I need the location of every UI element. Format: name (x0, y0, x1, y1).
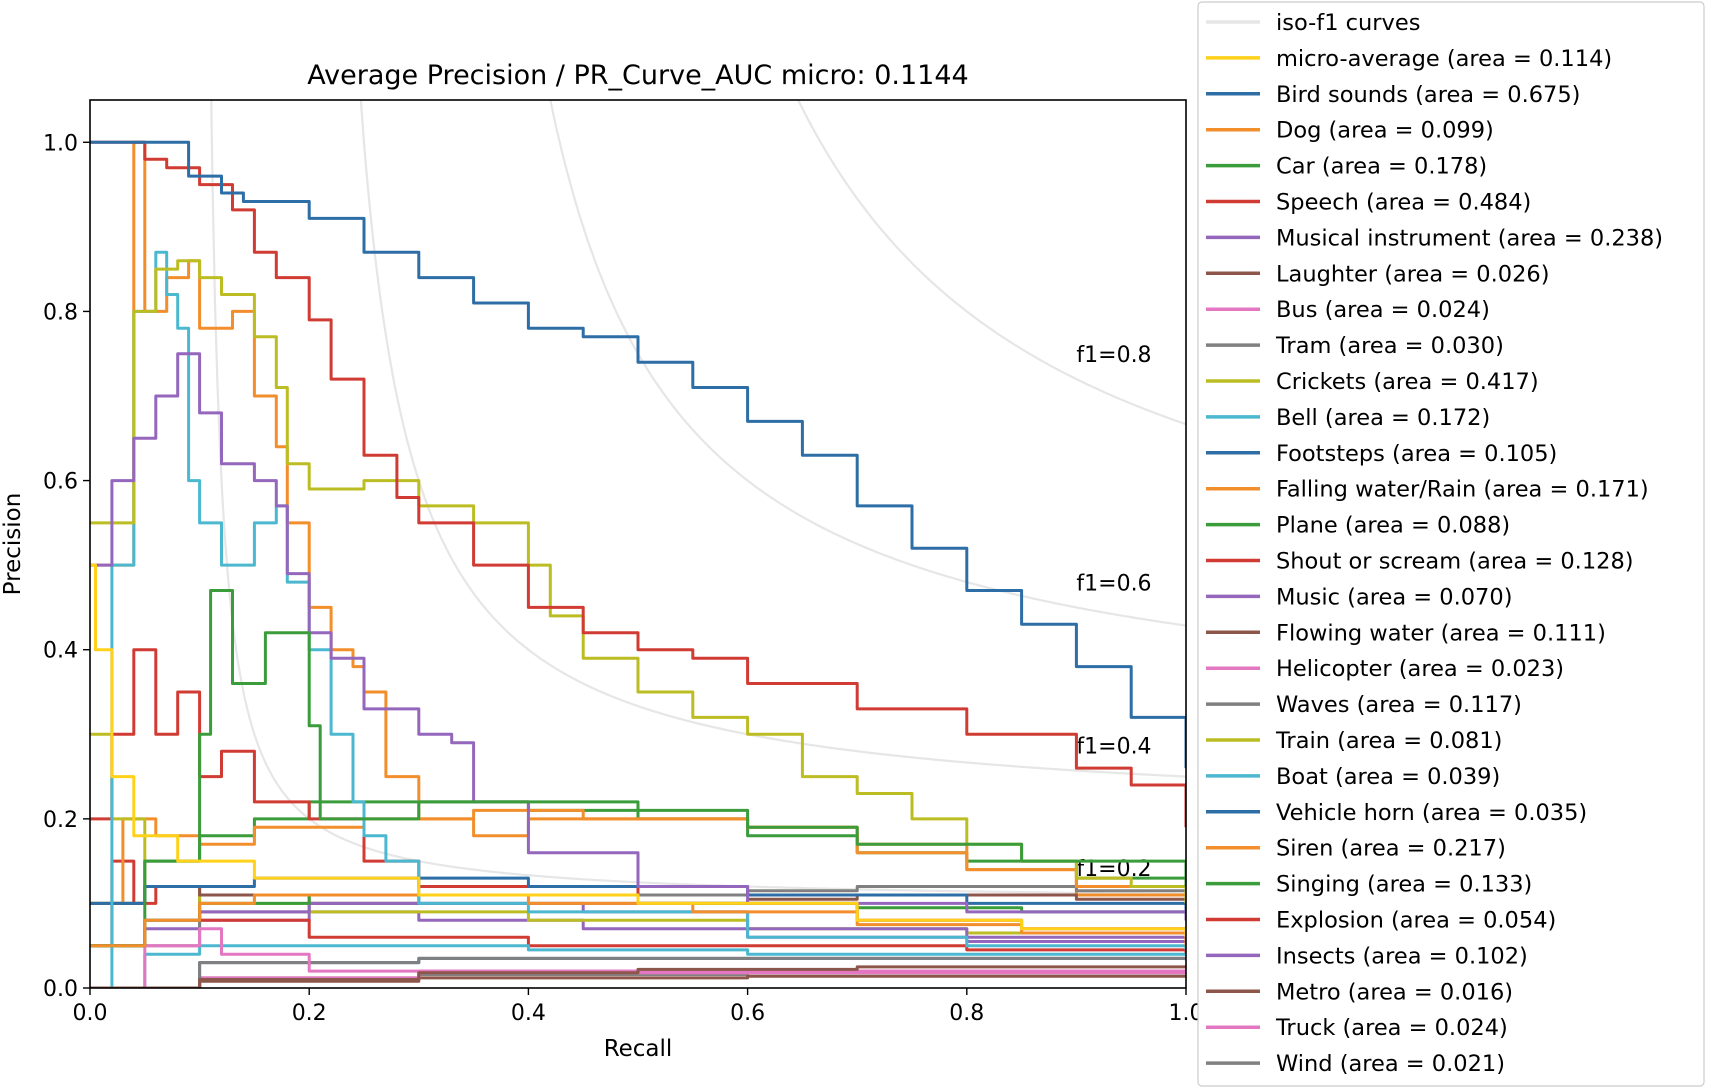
legend-label: Laughter (area = 0.026) (1276, 261, 1550, 287)
legend-label: Explosion (area = 0.054) (1276, 908, 1556, 934)
legend-items: iso-f1 curves micro-average (area = 0.114… (1206, 10, 1663, 1077)
legend-label: Waves (area = 0.117) (1276, 692, 1522, 718)
legend-label: Helicopter (area = 0.023) (1276, 656, 1564, 682)
legend-label: Flowing water (area = 0.111) (1276, 620, 1606, 646)
legend-label: Crickets (area = 0.417) (1276, 369, 1539, 395)
series-line (90, 140, 1186, 828)
legend-label: Insects (area = 0.102) (1276, 943, 1528, 969)
iso-f1-curve (359, 100, 1186, 778)
pr-series (90, 140, 1186, 988)
y-tick-label: 0.4 (43, 639, 78, 664)
series-line (90, 589, 1186, 948)
iso-f1-label: f1=0.8 (1076, 343, 1151, 368)
legend-label: Tram (area = 0.030) (1275, 333, 1504, 359)
series-line (90, 563, 1186, 938)
y-axis-ticks: 0.0 0.2 0.4 0.6 0.8 1.0 (43, 131, 90, 1002)
legend-label: Bus (area = 0.024) (1276, 297, 1490, 323)
legend-label: Metro (area = 0.016) (1276, 979, 1513, 1005)
iso-f1-labels: f1=0.2f1=0.4f1=0.6f1=0.8 (1076, 343, 1151, 882)
x-tick-label: 0.8 (949, 1001, 984, 1026)
legend-label: Boat (area = 0.039) (1276, 764, 1500, 790)
x-axis-ticks: 0.0 0.2 0.4 0.6 0.8 1.0 (73, 988, 1204, 1026)
x-tick-label: 0.2 (292, 1001, 327, 1026)
legend-label: Vehicle horn (area = 0.035) (1276, 800, 1587, 826)
legend-label: Truck (area = 0.024) (1275, 1015, 1508, 1041)
legend-label: Train (area = 0.081) (1275, 728, 1502, 754)
series-line (90, 965, 1186, 988)
legend-label: Dog (area = 0.099) (1276, 118, 1494, 144)
legend-label: Bell (area = 0.172) (1276, 405, 1490, 431)
y-tick-label: 0.8 (43, 300, 78, 325)
series-line (90, 259, 1186, 904)
legend-label: Shout or scream (area = 0.128) (1276, 549, 1634, 575)
x-tick-label: 0.0 (73, 1001, 108, 1026)
iso-f1-curve (210, 100, 1186, 896)
chart-title: Average Precision / PR_Curve_AUC micro: … (307, 60, 968, 91)
legend-label: Bird sounds (area = 0.675) (1276, 82, 1580, 108)
legend-label: Car (area = 0.178) (1276, 154, 1487, 180)
legend: iso-f1 curves micro-average (area = 0.114… (1197, 1, 1705, 1087)
iso-f1-curves (210, 100, 1186, 896)
legend-label: Wind (area = 0.021) (1276, 1051, 1505, 1077)
legend-label: Musical instrument (area = 0.238) (1276, 225, 1663, 251)
x-tick-label: 0.4 (511, 1001, 546, 1026)
legend-label: Music (area = 0.070) (1276, 584, 1512, 610)
legend-label: iso-f1 curves (1276, 10, 1420, 36)
plot-frame (89, 99, 1187, 989)
y-axis-label: Precision (0, 493, 26, 596)
iso-f1-label: f1=0.4 (1076, 735, 1151, 760)
series-line (90, 140, 1186, 769)
y-tick-label: 0.6 (43, 470, 78, 495)
y-tick-label: 0.0 (43, 977, 78, 1002)
y-tick-label: 0.2 (43, 808, 78, 833)
iso-f1-label: f1=0.6 (1076, 572, 1151, 597)
legend-label: Footsteps (area = 0.105) (1276, 441, 1557, 467)
legend-label: Speech (area = 0.484) (1276, 190, 1531, 216)
iso-f1-curve (796, 100, 1186, 426)
legend-label: Siren (area = 0.217) (1276, 836, 1506, 862)
legend-label: Singing (area = 0.133) (1276, 872, 1532, 898)
x-tick-label: 0.6 (730, 1001, 765, 1026)
legend-label: Plane (area = 0.088) (1276, 513, 1510, 539)
legend-box (1197, 1, 1705, 1087)
iso-f1-curve (549, 100, 1186, 627)
legend-label: Falling water/Rain (area = 0.171) (1276, 477, 1649, 503)
y-tick-label: 1.0 (43, 131, 78, 156)
legend-label: micro-average (area = 0.114) (1276, 46, 1612, 72)
x-axis-label: Recall (604, 1036, 673, 1062)
